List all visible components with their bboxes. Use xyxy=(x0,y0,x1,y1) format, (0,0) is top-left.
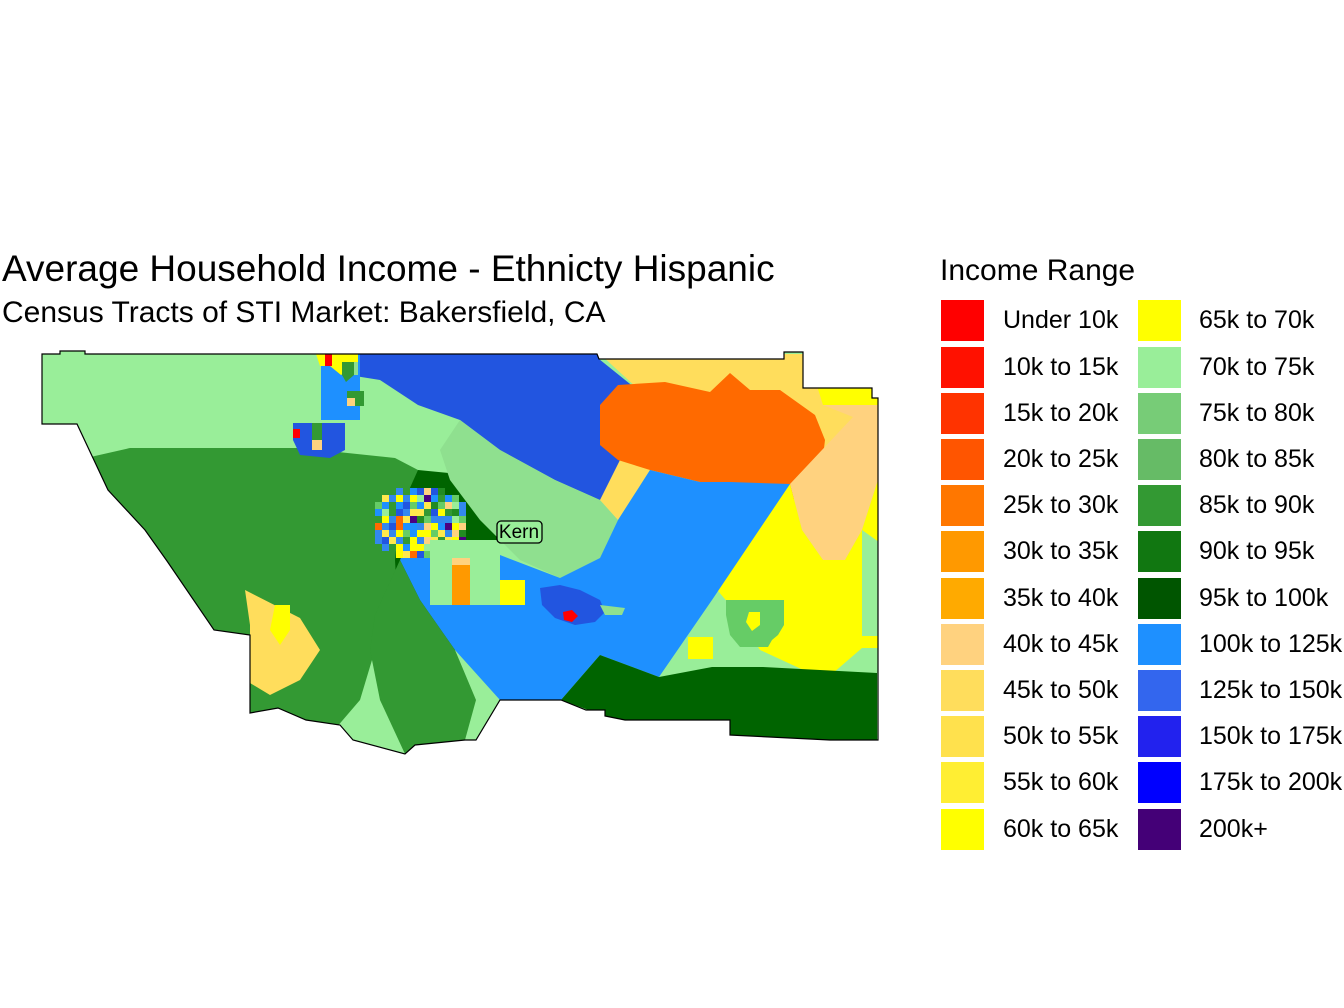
svg-text:Kern: Kern xyxy=(499,522,539,543)
